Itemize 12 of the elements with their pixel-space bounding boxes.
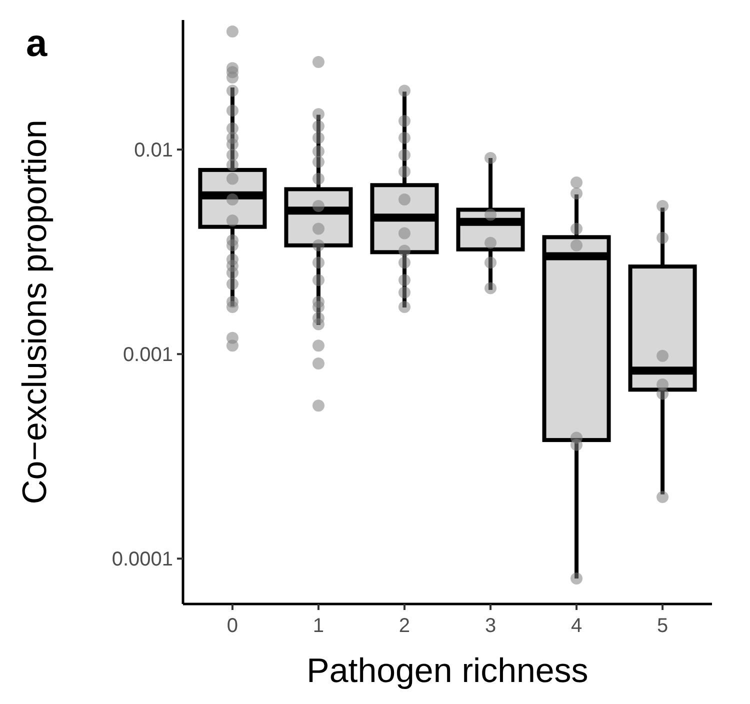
y-tick-label: 0.01	[134, 140, 173, 162]
x-tick-label: 2	[398, 615, 410, 637]
x-tick-label: 1	[312, 615, 324, 637]
x-tick-label: 0	[226, 615, 238, 637]
chart-title: a	[26, 23, 48, 65]
y-axis-title: Co−exclusions proportion	[16, 120, 54, 504]
x-axis-title: Pathogen richness	[306, 652, 588, 690]
x-tick-label: 4	[570, 615, 582, 637]
y-tick-label: 0.0001	[112, 548, 173, 571]
x-tick-label: 3	[484, 615, 496, 637]
x-tick-label: 5	[656, 615, 668, 637]
y-tick-label: 0.001	[122, 344, 173, 366]
